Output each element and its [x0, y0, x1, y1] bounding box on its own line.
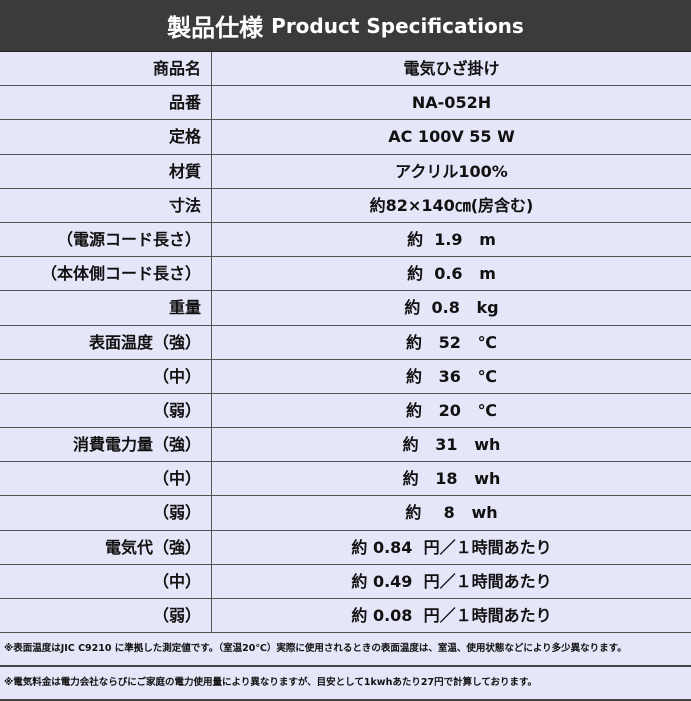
notes: ※表面温度はJIC C9210 に準拠した測定値です。（室温20℃）実際に使用さ…	[0, 633, 691, 701]
spec-label: （弱）	[0, 393, 212, 428]
spec-table: 商品名 電気ひざ掛け品番 NA-052H 定格 AC 100V 55 W 材質 アクリル10…	[0, 52, 691, 634]
spec-label: 消費電力量（強）	[0, 428, 212, 462]
spec-label: （中）	[0, 564, 212, 598]
table-row: （中） 約 0.49 円／１時間あたり	[0, 564, 691, 599]
spec-value: 約 52 ℃	[405, 332, 498, 352]
table-row: 電気代（強） 約 0.84 円／１時間あたり	[0, 530, 691, 565]
spec-label: 電気代（強）	[0, 530, 212, 564]
spec-value: AC 100V 55 W	[388, 127, 515, 147]
table-row: 商品名 電気ひざ掛け	[0, 52, 691, 87]
spec-label: 重量	[0, 291, 212, 325]
table-row: （弱） 約 8 wh	[0, 496, 691, 531]
table-row: 定格 AC 100V 55 W	[0, 120, 691, 155]
table-row: 寸法 約82×140㎝(房含む)	[0, 188, 691, 223]
spec-value: 約 20 ℃	[405, 400, 498, 420]
title-ja: 製品仕様	[167, 14, 264, 42]
spec-label: 商品名	[0, 52, 212, 86]
spec-value: 約 18 wh	[402, 469, 501, 489]
table-row: （中） 約 18 wh	[0, 462, 691, 497]
spec-label: （中）	[0, 359, 212, 393]
spec-value: 約 0.08 円／１時間あたり	[351, 606, 552, 625]
spec-value: 約 0.8 kg	[404, 298, 499, 318]
table-row: （中） 約 36 ℃	[0, 359, 691, 394]
table-row: 重量 約 0.8 kg	[0, 291, 691, 326]
spec-label: （電源コード長さ）	[0, 222, 212, 257]
spec-value: NA-052H	[411, 93, 492, 113]
spec-label: （中）	[0, 462, 212, 496]
spec-label: 定格	[0, 120, 212, 154]
table-row: （弱） 約 20 ℃	[0, 393, 691, 429]
table-row: （電源コード長さ） 約 1.9 m	[0, 222, 691, 258]
spec-value: 約 8 wh	[405, 503, 498, 523]
spec-value: 電気ひざ掛け	[403, 59, 500, 78]
table-row: 品番 NA-052H	[0, 86, 691, 121]
title-en: Product Specifications	[271, 13, 524, 38]
table-row: （本体側コード長さ） 約 0.6 m	[0, 257, 691, 292]
spec-label: （本体側コード長さ）	[0, 257, 212, 291]
spec-label: （弱）	[0, 599, 212, 633]
spec-value: 約 0.49 円／１時間あたり	[351, 571, 552, 591]
page-title: 製品仕様 Product Specifications	[0, 0, 691, 52]
spec-value: 約 31 wh	[402, 435, 501, 455]
spec-value: 約 1.9 m	[407, 229, 496, 249]
spec-value: 約82×140㎝(房含む)	[369, 195, 534, 215]
spec-label: （弱）	[0, 496, 212, 530]
spec-value: 約 0.6 m	[407, 264, 496, 284]
note-electricity-cost: ※電気料金は電力会社ならびにご家庭の電力使用量により異なりますが、目安として1k…	[0, 667, 691, 701]
spec-value: 約 36 ℃	[405, 366, 498, 386]
table-row: 消費電力量（強） 約 31 wh	[0, 428, 691, 463]
spec-label: 寸法	[0, 188, 212, 222]
spec-label: 品番	[0, 86, 212, 120]
spec-value: アクリル100%	[395, 161, 508, 181]
table-row: 材質 アクリル100%	[0, 154, 691, 189]
spec-label: 表面温度（強）	[0, 325, 212, 359]
table-row: （弱） 約 0.08 円／１時間あたり	[0, 599, 691, 634]
table-row: 表面温度（強） 約 52 ℃	[0, 325, 691, 360]
note-surface-temp: ※表面温度はJIC C9210 に準拠した測定値です。（室温20℃）実際に使用さ…	[0, 633, 691, 668]
spec-label: 材質	[0, 154, 212, 188]
spec-value: 約 0.84 円／１時間あたり	[351, 537, 552, 557]
